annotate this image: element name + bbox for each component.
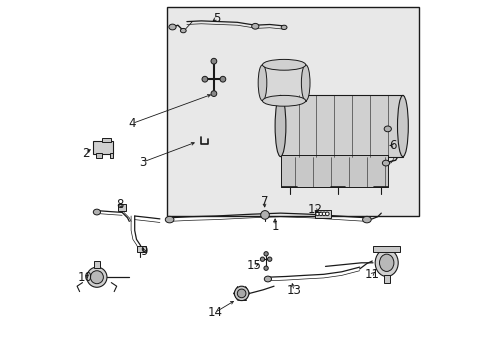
Bar xyxy=(280,95,402,157)
Ellipse shape xyxy=(90,271,103,284)
Ellipse shape xyxy=(362,216,370,223)
Ellipse shape xyxy=(234,286,248,301)
Ellipse shape xyxy=(397,95,407,157)
Text: 6: 6 xyxy=(388,139,396,152)
Bar xyxy=(314,210,330,218)
Ellipse shape xyxy=(264,266,268,270)
Ellipse shape xyxy=(180,28,186,33)
Bar xyxy=(93,141,113,154)
Ellipse shape xyxy=(318,212,322,216)
Text: 3: 3 xyxy=(139,156,146,168)
Bar xyxy=(280,155,387,187)
Ellipse shape xyxy=(264,252,268,256)
Ellipse shape xyxy=(220,76,225,82)
Text: 1: 1 xyxy=(271,220,278,233)
Ellipse shape xyxy=(260,211,269,219)
Ellipse shape xyxy=(251,23,258,29)
Ellipse shape xyxy=(165,216,174,223)
Ellipse shape xyxy=(322,212,325,216)
Ellipse shape xyxy=(211,91,216,96)
Ellipse shape xyxy=(301,65,309,101)
Ellipse shape xyxy=(382,160,389,166)
Text: 14: 14 xyxy=(207,306,222,319)
Text: 2: 2 xyxy=(81,147,89,159)
Text: 10: 10 xyxy=(78,271,93,284)
Ellipse shape xyxy=(211,58,216,64)
Text: 7: 7 xyxy=(260,195,267,208)
Ellipse shape xyxy=(202,76,207,82)
Bar xyxy=(383,275,389,283)
Bar xyxy=(136,246,145,252)
Ellipse shape xyxy=(87,267,107,287)
Ellipse shape xyxy=(315,212,319,216)
Text: 8: 8 xyxy=(116,198,124,211)
Ellipse shape xyxy=(267,257,271,261)
Ellipse shape xyxy=(275,95,285,157)
Ellipse shape xyxy=(325,212,328,216)
Text: 15: 15 xyxy=(246,259,262,272)
Bar xyxy=(118,204,126,211)
Text: 5: 5 xyxy=(213,12,220,24)
Ellipse shape xyxy=(374,249,397,276)
Bar xyxy=(372,246,400,252)
Ellipse shape xyxy=(262,95,305,106)
Ellipse shape xyxy=(237,289,245,298)
Ellipse shape xyxy=(168,24,176,30)
Ellipse shape xyxy=(93,209,101,215)
Ellipse shape xyxy=(281,25,286,30)
Bar xyxy=(102,138,110,142)
Bar xyxy=(94,261,100,268)
Ellipse shape xyxy=(260,257,264,261)
Ellipse shape xyxy=(262,59,305,70)
Ellipse shape xyxy=(384,126,390,132)
Text: 11: 11 xyxy=(364,268,379,281)
Text: 13: 13 xyxy=(286,284,301,297)
Bar xyxy=(167,7,418,216)
Bar xyxy=(262,65,305,101)
Text: 9: 9 xyxy=(141,245,148,258)
Text: 12: 12 xyxy=(307,203,322,216)
Ellipse shape xyxy=(379,254,393,271)
Text: 4: 4 xyxy=(128,117,136,130)
Bar xyxy=(109,153,113,158)
Ellipse shape xyxy=(258,65,266,101)
Bar xyxy=(96,153,102,158)
Ellipse shape xyxy=(264,276,271,282)
